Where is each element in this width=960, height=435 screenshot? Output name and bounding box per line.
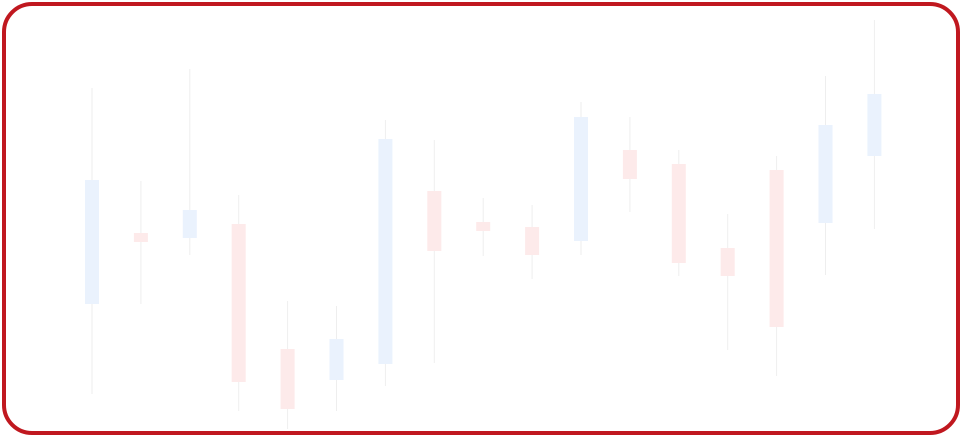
candle-body	[769, 170, 784, 327]
candle-9	[525, 205, 540, 279]
candle-16	[867, 20, 882, 229]
candle-body	[476, 222, 491, 231]
candle-0	[85, 88, 99, 394]
candle-body	[85, 180, 99, 304]
candle-body	[182, 210, 197, 238]
candle-body	[574, 117, 588, 241]
candle-body	[133, 233, 148, 242]
candle-4	[280, 301, 295, 429]
candle-7	[427, 140, 442, 363]
candle-body	[378, 139, 393, 364]
candle-6	[378, 120, 393, 386]
candle-13	[720, 214, 735, 350]
candle-body	[720, 248, 735, 276]
candle-11	[622, 117, 637, 212]
candle-1	[133, 181, 148, 304]
candle-body	[867, 94, 882, 156]
candle-body	[818, 125, 833, 223]
candle-10	[574, 102, 588, 255]
candle-14	[769, 156, 784, 376]
candle-body	[427, 191, 442, 251]
candle-3	[231, 195, 246, 411]
candle-12	[671, 150, 686, 276]
candle-body	[622, 150, 637, 179]
candle-body	[525, 227, 540, 255]
candle-body	[329, 339, 344, 380]
candle-15	[818, 76, 833, 275]
candle-body	[671, 164, 686, 263]
candle-5	[329, 306, 344, 411]
candle-body	[231, 224, 246, 382]
candle-8	[476, 198, 491, 256]
candle-2	[182, 69, 197, 255]
candle-body	[280, 349, 295, 409]
